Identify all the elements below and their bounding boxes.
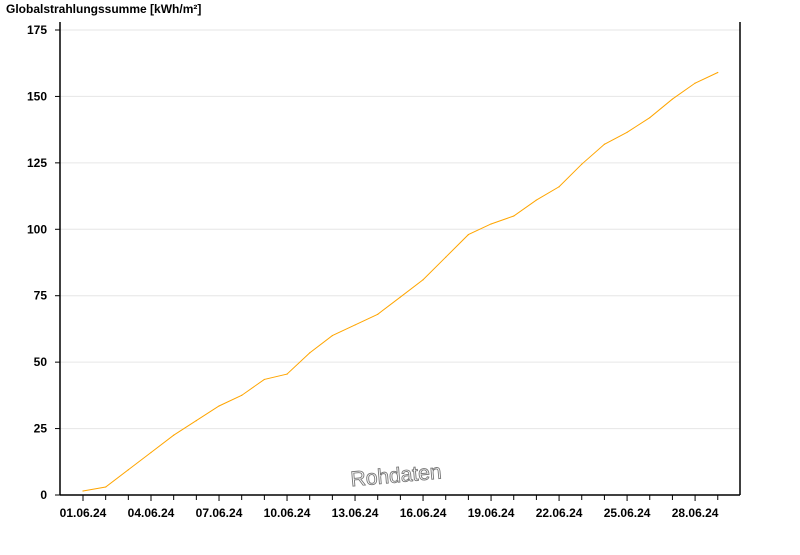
x-tick-label: 04.06.24 [128,506,175,520]
data-point [309,352,311,354]
axes [59,22,741,496]
data-point [558,186,560,188]
data-point [377,313,379,315]
data-point [127,469,129,471]
x-tick-label: 16.06.24 [400,506,447,520]
y-tick-label: 25 [34,422,48,436]
data-point [241,394,243,396]
data-point [150,451,152,454]
data-point [263,378,265,381]
data-point [581,163,583,165]
data-point [173,434,175,436]
x-tick-label: 19.06.24 [468,506,515,520]
data-point [671,98,674,100]
data-point [286,373,288,375]
y-tick-label: 0 [40,488,47,502]
series [82,71,719,492]
ticks: 0 25 50 75 100 125 150 175 01.06.24 04.06.24 07.06… [27,23,719,520]
grid [60,29,740,430]
data-point [82,490,84,492]
data-point [694,82,696,84]
data-point [649,117,651,119]
y-tick-label: 175 [27,23,47,37]
data-point [717,71,719,74]
x-tick-label: 13.06.24 [332,506,379,520]
data-point [354,324,356,326]
x-tick-label: 25.06.24 [604,506,651,520]
data-point [467,234,469,236]
x-tick-label: 10.06.24 [264,506,311,520]
data-point [535,199,538,201]
y-tick-label: 50 [34,355,48,369]
data-point [603,143,606,145]
x-tick-label: 07.06.24 [196,506,243,520]
x-tick-label: 01.06.24 [60,506,107,520]
x-tick-label: 22.06.24 [536,506,583,520]
data-point [105,486,107,488]
y-tick-label: 100 [27,222,47,236]
y-tick-label: 125 [27,156,47,170]
data-point [218,405,220,407]
data-point [445,256,447,258]
data-point [399,296,401,298]
y-axis-label: Globalstrahlungssumme [kWh/m²] [6,2,201,16]
data-point [490,223,492,225]
data-point [422,279,424,281]
watermark: Rohdaten [350,460,443,491]
y-tick-label: 150 [27,89,47,103]
data-point [331,334,333,337]
data-point [626,131,628,133]
x-tick-label: 28.06.24 [672,506,719,520]
data-point [513,215,515,217]
y-tick-label: 75 [34,289,48,303]
data-point [195,420,197,422]
